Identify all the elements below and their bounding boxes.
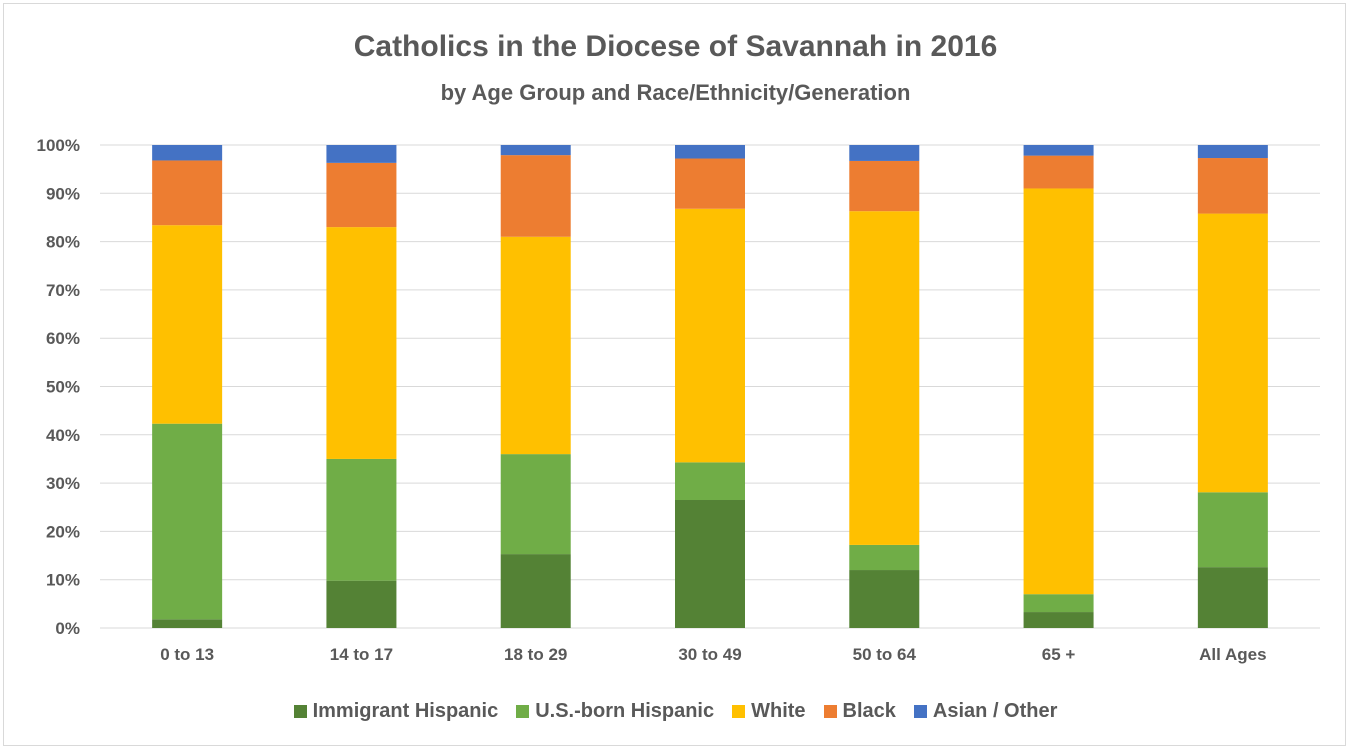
chart-subtitle: by Age Group and Race/Ethnicity/Generati…	[440, 80, 911, 105]
bar-segment	[152, 145, 223, 161]
y-tick-label: 0%	[55, 619, 80, 638]
bar-segment	[1197, 158, 1268, 214]
x-tick-label: 30 to 49	[678, 645, 741, 664]
x-tick-label: All Ages	[1199, 645, 1266, 664]
legend-item: Asian / Other	[913, 700, 1058, 723]
bar-segment	[675, 500, 745, 628]
legend-item: White	[732, 700, 806, 723]
bar-segment	[500, 454, 571, 555]
legend-swatch	[293, 705, 307, 718]
y-tick-label: 10%	[46, 571, 80, 590]
bar-segment	[849, 160, 920, 212]
bar-segment	[1197, 567, 1268, 628]
bar-segment	[1023, 594, 1094, 613]
y-tick-label: 100%	[37, 136, 80, 155]
chart-title: Catholics in the Diocese of Savannah in …	[353, 30, 998, 63]
y-tick-label: 90%	[46, 184, 80, 203]
bar-segment	[152, 160, 223, 226]
bar-segment	[675, 158, 745, 209]
bar-segment	[675, 462, 745, 501]
legend-label: White	[751, 700, 806, 722]
y-tick-label: 60%	[46, 329, 80, 348]
legend-swatch	[732, 705, 746, 718]
y-tick-label: 20%	[46, 522, 80, 541]
bar-segment	[675, 145, 745, 159]
bar-segment	[849, 145, 920, 161]
bar-segment	[500, 554, 571, 628]
legend-item: U.S.-born Hispanic	[516, 700, 714, 723]
bar-segment	[1197, 213, 1268, 493]
bar-segment	[849, 544, 920, 571]
y-tick-label: 30%	[46, 474, 80, 493]
x-tick-label: 14 to 17	[330, 645, 393, 664]
bar-segment	[326, 458, 397, 581]
bar-segment	[326, 162, 397, 228]
bar-segment	[326, 227, 397, 459]
bar-segment	[500, 236, 571, 455]
legend-item: Black	[823, 700, 896, 723]
legend-swatch	[823, 705, 837, 718]
bar-segment	[1023, 145, 1094, 156]
legend-swatch	[516, 705, 530, 718]
y-tick-label: 70%	[46, 281, 80, 300]
bar-segment	[326, 580, 397, 628]
chart-frame	[3, 3, 1346, 746]
legend-label: Black	[842, 700, 896, 722]
bar-segment	[849, 570, 920, 628]
bar-segment	[500, 155, 571, 237]
bar-segment	[1023, 155, 1094, 189]
legend-label: Asian / Other	[932, 700, 1058, 722]
y-tick-label: 50%	[46, 378, 80, 397]
legend-swatch	[913, 705, 927, 718]
bar-segment	[1197, 492, 1268, 568]
x-tick-label: 18 to 29	[504, 645, 567, 664]
x-tick-label: 0 to 13	[160, 645, 214, 664]
bar-segment	[1023, 188, 1094, 595]
y-tick-label: 40%	[46, 426, 80, 445]
x-tick-label: 50 to 64	[853, 645, 917, 664]
legend-label: U.S.-born Hispanic	[535, 700, 715, 722]
bar-segment	[152, 423, 223, 620]
legend-label: Immigrant Hispanic	[312, 700, 499, 722]
bar-segment	[675, 208, 745, 463]
bar-segment	[152, 225, 223, 424]
legend-item: Immigrant Hispanic	[293, 700, 499, 723]
bar-segment	[152, 619, 223, 628]
chart-legend: Immigrant Hispanic U.S.-born Hispanic Whit…	[0, 700, 1351, 723]
bar-segment	[849, 211, 920, 545]
bar-segment	[1023, 612, 1094, 628]
bar-segment	[326, 145, 397, 163]
x-tick-label: 65 +	[1042, 645, 1076, 664]
bar-segment	[500, 145, 571, 156]
bar-segment	[1197, 145, 1268, 159]
y-tick-label: 80%	[46, 233, 80, 252]
